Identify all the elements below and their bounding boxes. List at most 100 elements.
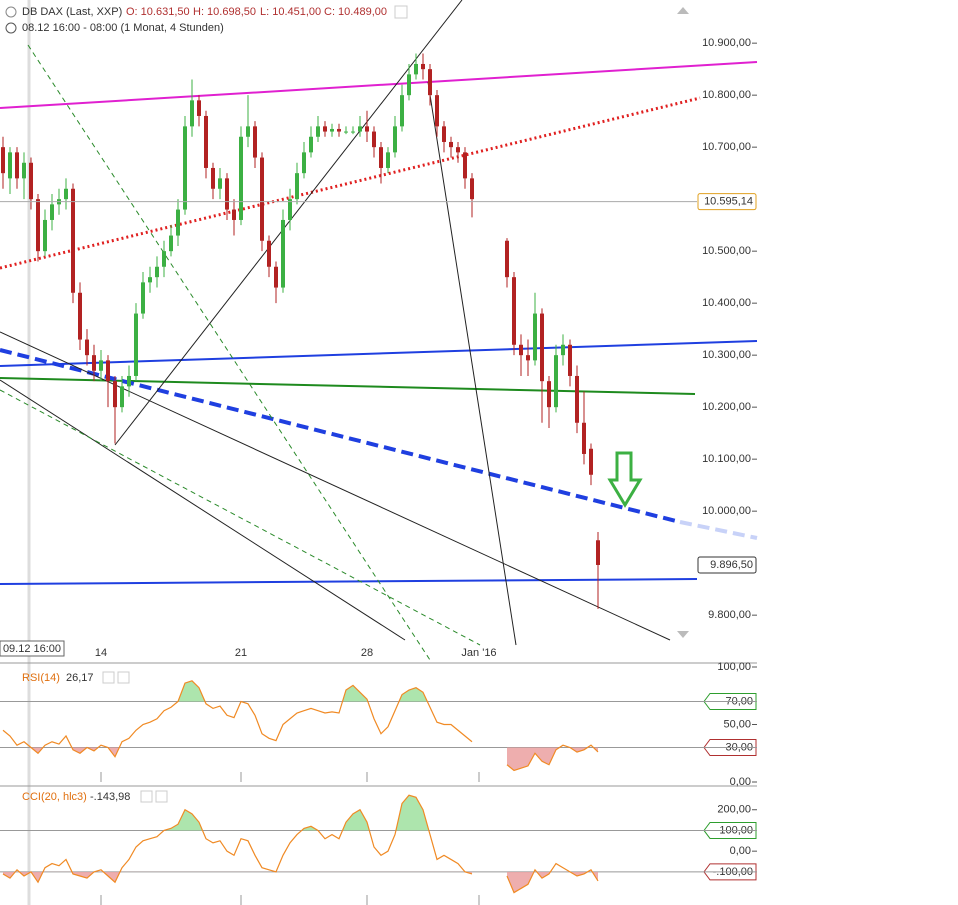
candle-body [211,167,215,189]
indicator-title: CCI(20, hlc3) [22,791,87,803]
candle-body [22,162,26,179]
y-tick-label: 200,00 [717,804,751,816]
ohlc-close: C: 10.489,00 [324,6,387,18]
candle-body [141,282,145,314]
y-tick-label: 10.200,00 [702,401,751,413]
candle-body [274,266,278,288]
y-tick-label: 10.100,00 [702,453,751,465]
indicator-line [2,680,473,758]
candle-body [554,355,558,408]
candle-body [99,360,103,371]
candle-body [456,147,460,153]
candle-body [71,188,75,293]
indicator-value: -.143,98 [90,791,130,803]
crosshair-label: 09.12 16:00 [3,643,61,655]
instrument: DB DAX (Last, XXP) [22,6,122,18]
trend-line [427,81,517,646]
trend-line [679,520,758,540]
candle-body [176,209,180,236]
y-tick-label: 10.500,00 [702,245,751,257]
candle-body [64,188,68,200]
band-fill [3,680,472,702]
ohlc-low: L: 10.451,00 [260,6,321,18]
x-tick-label: 14 [95,647,107,659]
candle-body [1,147,5,174]
scroll-up[interactable] [677,7,689,14]
trend-line [27,44,431,661]
candle-body [540,313,544,382]
icon[interactable] [140,790,153,803]
price-marker-box [697,556,757,574]
band-fill [507,747,598,771]
candle-body [85,339,89,356]
trend-line [0,96,701,270]
candle-body [239,136,243,220]
y-tick-label: 0,00 [730,776,751,788]
x-tick-label: Jan '16 [461,647,496,659]
candle-body [582,422,586,454]
icon[interactable] [5,6,17,18]
indicator-line [506,744,599,772]
candle-body [435,95,439,127]
y-tick-label: 9.800,00 [708,609,751,621]
candle-body [589,448,593,475]
candle-body [372,131,376,148]
candle-body [526,355,530,361]
candle-body [134,313,138,376]
candle-body [29,162,33,200]
trend-line [114,0,463,446]
candle-body [218,178,222,189]
scroll-down[interactable] [677,631,689,638]
candle-body [43,219,47,252]
y-tick-label: 0,00 [730,845,751,857]
candle-body [197,100,201,116]
candle-body [260,157,264,241]
candle-body [309,136,313,153]
candle-body [288,199,292,220]
candle-body [127,375,131,387]
band-fill [507,871,598,893]
x-tick-label: 21 [235,647,247,659]
ohlc-open: O: 10.631,50 [126,6,190,18]
candle-body [169,235,173,252]
candle-body [92,355,96,371]
candle-body [505,240,509,278]
candle-body [470,178,474,200]
trend-line [0,389,481,646]
candle-body [379,147,383,168]
icon[interactable] [117,671,130,684]
icon[interactable] [155,790,168,803]
candle-body [155,266,159,278]
indicator-line [2,794,473,884]
candle-body [449,141,453,148]
trend-line [0,578,698,585]
candle-body [204,115,208,168]
candle-body [246,126,250,137]
y-tick-label: 100,00 [717,661,751,673]
candle-body [428,69,432,96]
candle-body [547,381,551,408]
candle-body [365,126,369,132]
settings-icon[interactable] [394,5,408,19]
candle-body [351,131,355,133]
price-marker-label: 9.896,50 [710,559,753,571]
icon[interactable] [102,671,115,684]
y-tick-label: 10.800,00 [702,89,751,101]
candle-body [330,128,334,132]
y-tick-label: 10.000,00 [702,505,751,517]
candle-body [120,386,124,408]
candle-body [78,292,82,340]
candle-body [400,95,404,127]
crosshair-box [0,640,65,657]
candle-body [407,74,411,96]
x-tick-label: 28 [361,647,373,659]
candle-body [190,100,194,127]
candle-body [302,152,306,174]
candle-body [225,178,229,210]
candle-body [512,277,516,345]
candle-body [183,126,187,210]
candle-body [533,313,537,361]
